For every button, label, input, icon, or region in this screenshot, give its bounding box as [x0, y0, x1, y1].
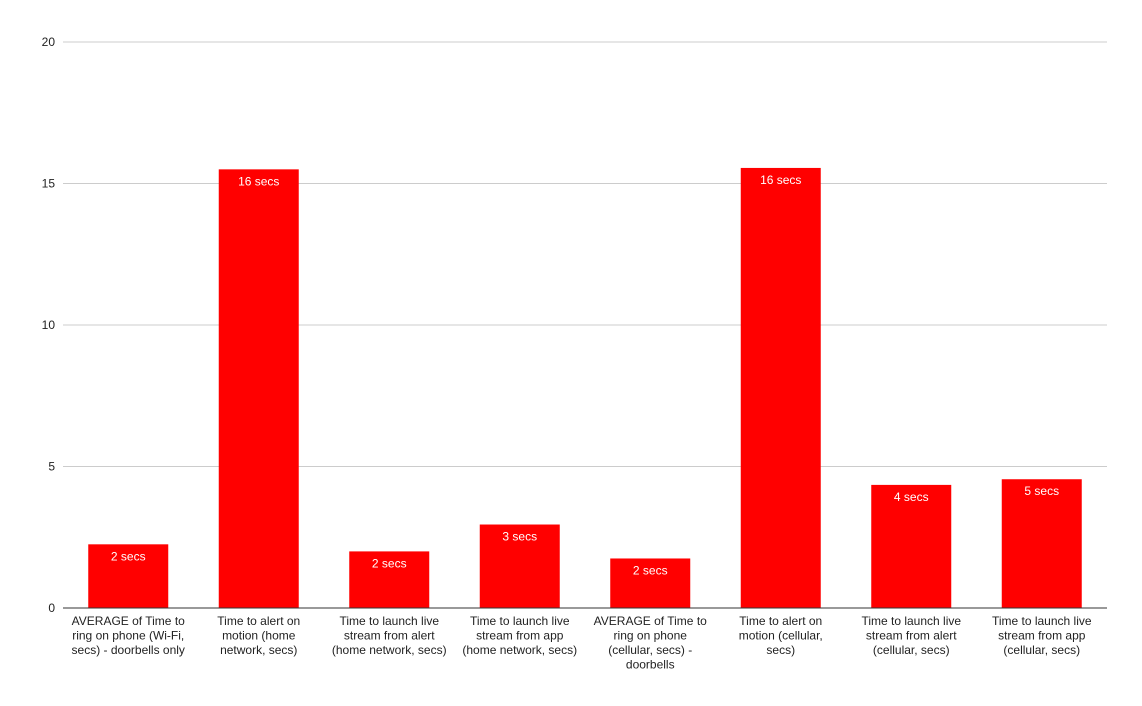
x-tick-label-line: network, secs)	[220, 643, 297, 657]
x-tick-label-line: (home network, secs)	[462, 643, 577, 657]
data-label: 2 secs	[633, 563, 668, 577]
x-tick-label: Time to alert on motion (home network, sec…	[217, 614, 300, 657]
x-axis: AVERAGE of Time to ring on phone (Wi-Fi, s…	[63, 607, 1107, 672]
bars	[88, 167, 1082, 608]
x-tick-label-line: secs) - doorbells only	[72, 643, 185, 657]
data-labels: 2 secs 16 secs 2 secs 3 secs 2 secs 16 secs 4 …	[111, 173, 1059, 578]
x-tick-label-line: Time to launch live	[992, 614, 1092, 628]
x-tick-label: Time to launch live stream from app (cellu…	[992, 614, 1092, 657]
x-tick-label-line: secs)	[766, 643, 795, 657]
data-label: 2 secs	[372, 556, 407, 570]
x-tick-label-line: stream from alert	[344, 629, 435, 643]
x-tick-label: Time to alert on motion (cellular, secs)	[739, 614, 823, 657]
x-tick-label-line: AVERAGE of Time to	[72, 614, 185, 628]
x-tick-label-line: (home network, secs)	[332, 643, 447, 657]
x-tick-label-line: (cellular, secs)	[1003, 643, 1080, 657]
data-label: 16 secs	[760, 173, 801, 187]
y-tick-label: 15	[42, 177, 56, 191]
x-tick-label: Time to launch live stream from alert (cel…	[861, 614, 961, 657]
x-tick-label-line: AVERAGE of Time to	[594, 614, 707, 628]
bar	[871, 484, 952, 608]
x-tick-label-line: motion (home	[222, 629, 296, 643]
y-tick-label: 5	[48, 460, 55, 474]
x-tick-label-line: motion (cellular,	[739, 629, 823, 643]
bar	[88, 544, 169, 608]
data-label: 4 secs	[894, 490, 929, 504]
y-axis: 0 5 10 15 20	[42, 35, 56, 615]
x-tick-label-line: doorbells	[626, 658, 675, 672]
x-tick-label-line: stream from app	[476, 629, 564, 643]
x-tick-label-line: Time to launch live	[470, 614, 570, 628]
x-tick-label-line: Time to launch live	[861, 614, 961, 628]
x-tick-label: Time to launch live stream from alert (hom…	[332, 614, 447, 657]
y-tick-label: 0	[48, 601, 55, 615]
data-label: 3 secs	[502, 530, 537, 544]
x-tick-label-line: Time to alert on	[217, 614, 300, 628]
x-tick-label: AVERAGE of Time to ring on phone (cellular…	[594, 614, 707, 672]
x-tick-label-line: ring on phone	[614, 629, 688, 643]
x-tick-label-line: stream from alert	[866, 629, 957, 643]
bar	[218, 169, 299, 608]
data-label: 2 secs	[111, 549, 146, 563]
y-tick-label: 10	[42, 318, 56, 332]
x-tick-label-line: Time to alert on	[739, 614, 822, 628]
y-tick-label: 20	[42, 35, 56, 49]
x-tick-label-line: ring on phone (Wi-Fi,	[72, 629, 184, 643]
x-tick-label: AVERAGE of Time to ring on phone (Wi-Fi, s…	[72, 614, 186, 657]
bar	[349, 551, 430, 608]
bar	[740, 167, 821, 608]
data-label: 5 secs	[1024, 484, 1059, 498]
x-tick-label-line: Time to launch live	[339, 614, 439, 628]
bar	[479, 524, 560, 608]
x-tick-label: Time to launch live stream from app (home …	[462, 614, 577, 657]
x-tick-label-line: (cellular, secs)	[873, 643, 950, 657]
x-tick-label-line: (cellular, secs) -	[608, 643, 692, 657]
x-tick-label-line: stream from app	[998, 629, 1086, 643]
bar	[1001, 479, 1082, 608]
bar	[610, 558, 691, 608]
data-label: 16 secs	[238, 174, 279, 188]
